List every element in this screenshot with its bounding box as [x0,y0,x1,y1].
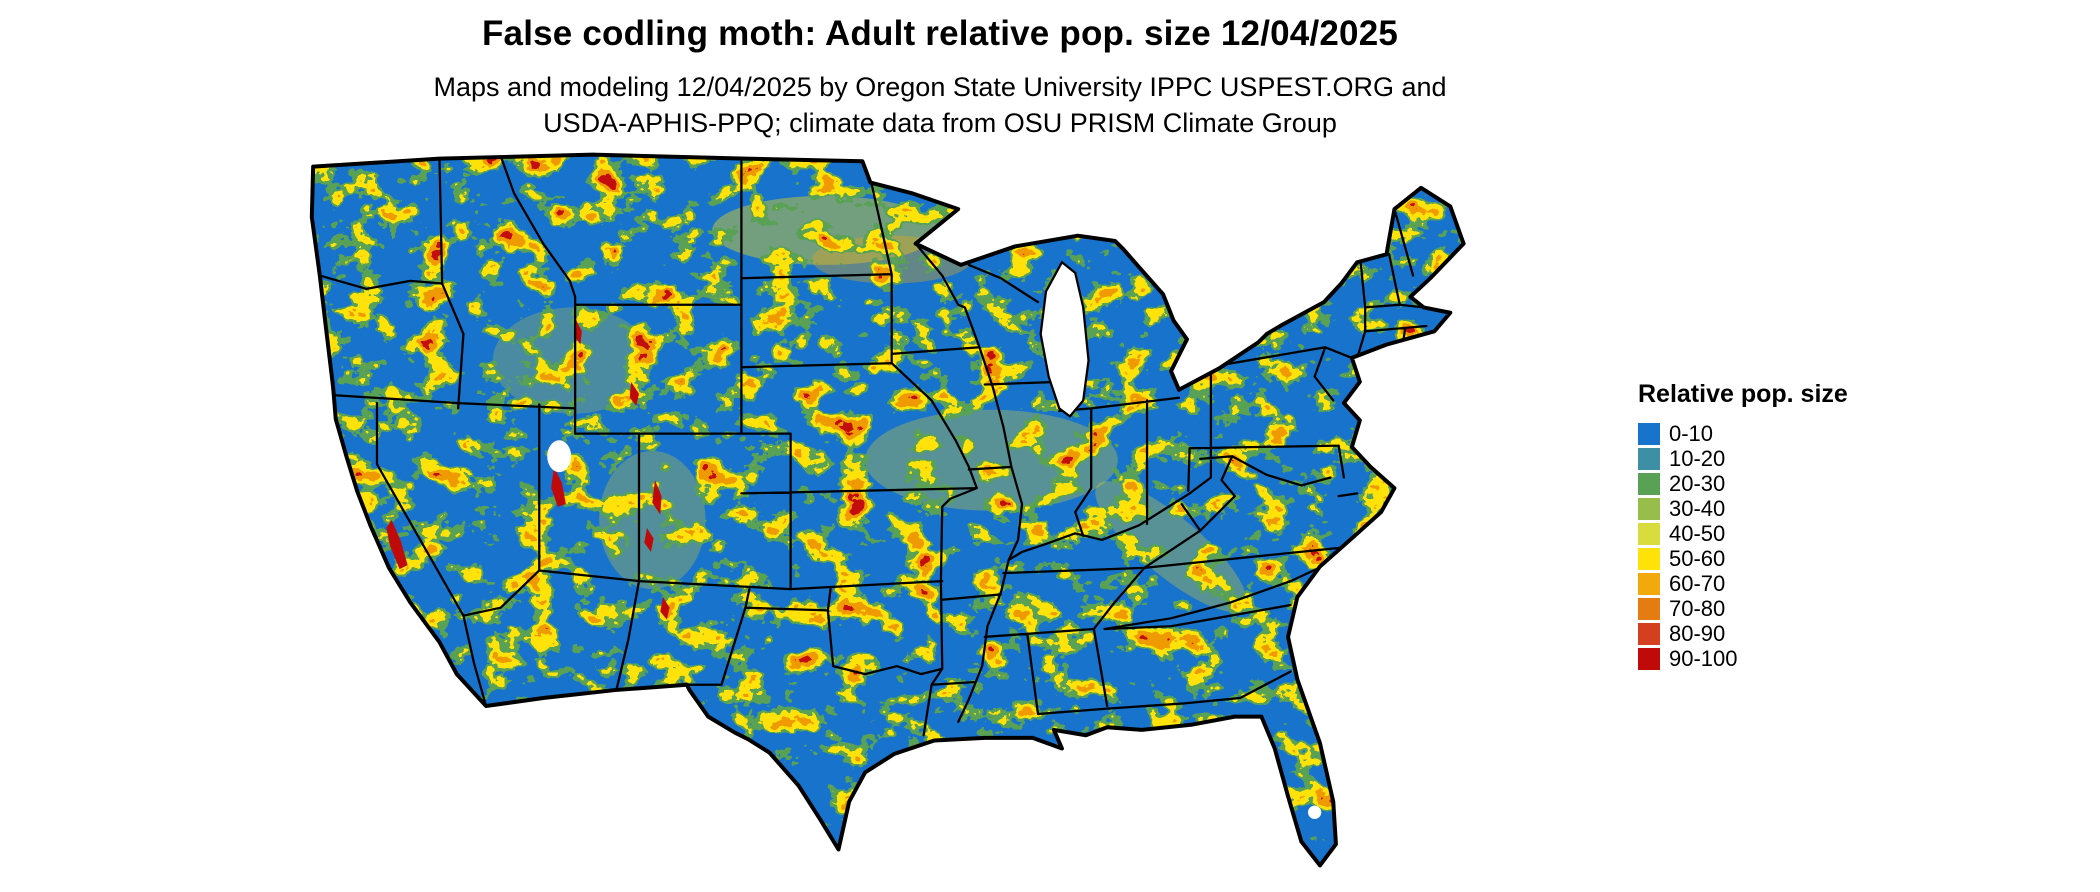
legend-label: 0-10 [1669,420,1714,446]
legend-swatch [1638,622,1660,645]
legend-item: 80-90 [1638,621,1848,646]
legend-item: 30-40 [1638,496,1848,521]
legend-item: 0-10 [1638,421,1848,446]
legend-label: 80-90 [1669,620,1726,646]
lake-okeechobee [1307,805,1322,819]
subtitle-line-2: USDA-APHIS-PPQ; climate data from OSU PR… [543,107,1337,138]
map-subtitle: Maps and modeling 12/04/2025 by Oregon S… [0,70,1880,141]
legend-label: 30-40 [1669,495,1726,521]
legend-label: 70-80 [1669,595,1726,621]
legend-title: Relative pop. size [1638,380,1848,408]
legend-swatch [1638,497,1660,520]
legend-label: 50-60 [1669,545,1726,571]
legend: Relative pop. size 0-10 10-20 20-30 30-4… [1638,380,1848,671]
legend-item: 60-70 [1638,571,1848,596]
header: False codling moth: Adult relative pop. … [0,14,1880,141]
legend-item: 20-30 [1638,471,1848,496]
legend-swatch [1638,547,1660,570]
subtitle-line-1: Maps and modeling 12/04/2025 by Oregon S… [433,72,1447,102]
legend-swatch [1638,647,1660,670]
legend-label: 90-100 [1669,645,1738,671]
lake-michigan [1039,260,1090,418]
state-borders [318,154,1428,737]
us-outline [309,152,1466,868]
map-title: False codling moth: Adult relative pop. … [481,14,1399,53]
legend-swatch [1638,597,1660,620]
legend-label: 10-20 [1669,445,1726,471]
legend-swatch [1638,447,1660,470]
legend-item: 90-100 [1638,646,1848,671]
legend-item: 70-80 [1638,596,1848,621]
us-map-svg [309,152,1466,868]
red-hotspots [386,318,670,620]
legend-swatch [1638,422,1660,445]
legend-swatch [1638,572,1660,595]
legend-label: 60-70 [1669,570,1726,596]
legend-item: 50-60 [1638,546,1848,571]
legend-item: 40-50 [1638,521,1848,546]
great-salt-lake [547,440,572,473]
legend-swatch [1638,472,1660,495]
legend-item: 10-20 [1638,446,1848,471]
legend-label: 40-50 [1669,520,1726,546]
legend-swatch [1638,522,1660,545]
us-population-map [240,148,1570,892]
legend-label: 20-30 [1669,470,1726,496]
